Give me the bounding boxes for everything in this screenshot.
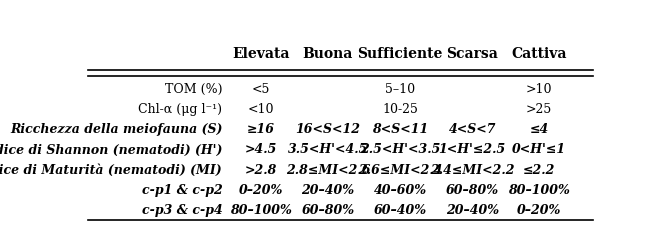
Text: Indice di Maturità (nematodi) (MI): Indice di Maturità (nematodi) (MI): [0, 163, 222, 176]
Text: Scarsa: Scarsa: [446, 47, 498, 60]
Text: Ricchezza della meiofauna (S): Ricchezza della meiofauna (S): [10, 123, 222, 136]
Text: c-p3 & c-p4: c-p3 & c-p4: [142, 203, 222, 216]
Text: >2.8: >2.8: [245, 163, 277, 176]
Text: 80–100%: 80–100%: [230, 203, 292, 216]
Text: Indice di Shannon (nematodi) (H'): Indice di Shannon (nematodi) (H'): [0, 143, 222, 156]
Text: <10: <10: [247, 103, 274, 116]
Text: <5: <5: [252, 83, 270, 96]
Text: 80–100%: 80–100%: [508, 183, 570, 196]
Text: 10-25: 10-25: [382, 103, 418, 116]
Text: 0<H'≤1: 0<H'≤1: [512, 143, 567, 156]
Text: Elevata: Elevata: [232, 47, 290, 60]
Text: 16<S<12: 16<S<12: [295, 123, 360, 136]
Text: c-p1 & c-p2: c-p1 & c-p2: [142, 183, 222, 196]
Text: 4<S<7: 4<S<7: [448, 123, 496, 136]
Text: 0–20%: 0–20%: [239, 183, 283, 196]
Text: Sufficiente: Sufficiente: [357, 47, 443, 60]
Text: 60–80%: 60–80%: [301, 203, 354, 216]
Text: 2.8≤MI<2.6: 2.8≤MI<2.6: [286, 163, 370, 176]
Text: 60–40%: 60–40%: [374, 203, 427, 216]
Text: 8<S<11: 8<S<11: [372, 123, 428, 136]
Text: ≤4: ≤4: [529, 123, 549, 136]
Text: 3.5<H'<4.5: 3.5<H'<4.5: [288, 143, 368, 156]
Text: 20–40%: 20–40%: [446, 203, 499, 216]
Text: 60–80%: 60–80%: [446, 183, 499, 196]
Text: 2.4≤MI<2.2: 2.4≤MI<2.2: [430, 163, 515, 176]
Text: ≥16: ≥16: [247, 123, 275, 136]
Text: 2.6≤MI<2.4: 2.6≤MI<2.4: [358, 163, 442, 176]
Text: Chl-α (μg l⁻¹): Chl-α (μg l⁻¹): [138, 103, 222, 116]
Text: TOM (%): TOM (%): [165, 83, 222, 96]
Text: Cattiva: Cattiva: [511, 47, 567, 60]
Text: ≤2.2: ≤2.2: [523, 163, 555, 176]
Text: 0–20%: 0–20%: [517, 203, 561, 216]
Text: 1<H'≤2.5: 1<H'≤2.5: [439, 143, 506, 156]
Text: >10: >10: [526, 83, 553, 96]
Text: Buona: Buona: [303, 47, 353, 60]
Text: >4.5: >4.5: [245, 143, 277, 156]
Text: 20–40%: 20–40%: [301, 183, 354, 196]
Text: 2.5<H'<3.5: 2.5<H'<3.5: [360, 143, 440, 156]
Text: 5–10: 5–10: [385, 83, 415, 96]
Text: >25: >25: [526, 103, 553, 116]
Text: 40–60%: 40–60%: [374, 183, 427, 196]
